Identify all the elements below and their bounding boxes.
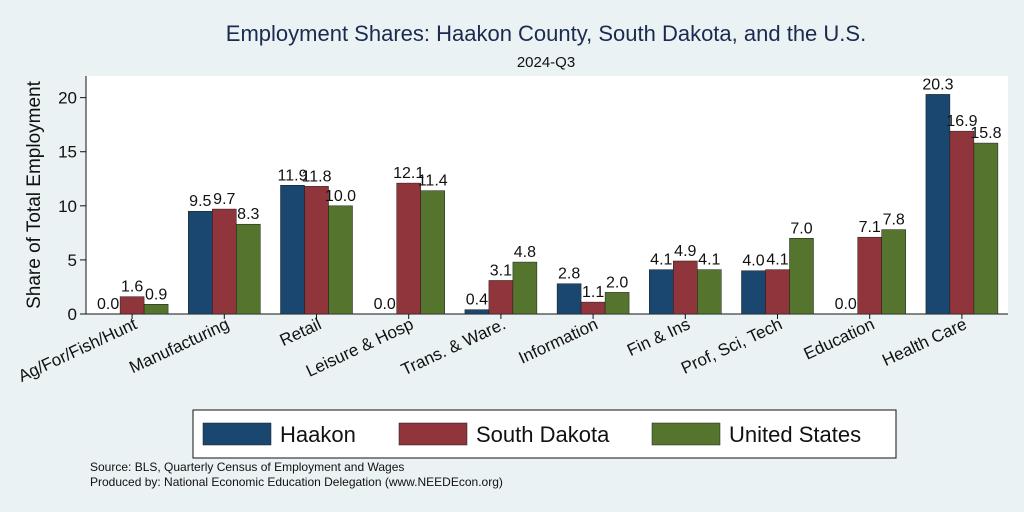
data-label: 11.9: [278, 167, 308, 184]
data-label: 0.0: [374, 296, 396, 313]
data-label: 7.0: [790, 220, 812, 237]
data-label: 4.1: [698, 252, 720, 269]
legend: Haakon South Dakota United States: [192, 409, 897, 459]
data-label: 11.8: [302, 168, 332, 185]
bar: [304, 186, 329, 315]
bar: [789, 238, 814, 315]
bar: [857, 236, 882, 315]
data-label: 7.1: [859, 219, 881, 236]
data-label: 2.8: [558, 266, 580, 283]
bar: [925, 94, 951, 315]
bar: [328, 205, 353, 315]
data-label: 1.6: [121, 279, 143, 296]
data-label: 4.1: [650, 252, 672, 269]
bar: [512, 261, 538, 315]
data-label: 4.0: [742, 253, 764, 270]
y-tick-label: 0: [68, 305, 77, 324]
x-tick-label: Manufacturing: [126, 314, 232, 377]
legend-label: South Dakota: [476, 422, 610, 447]
source-note: Source: BLS, Quarterly Census of Employm…: [90, 460, 405, 474]
bar: [420, 190, 445, 315]
x-tick-label: Information: [516, 314, 601, 367]
data-label: 3.1: [490, 262, 512, 279]
bar: [143, 304, 169, 315]
bar: [119, 296, 145, 315]
data-label: 2.0: [606, 274, 628, 291]
data-label: 4.8: [514, 244, 536, 261]
data-label: 0.0: [97, 296, 119, 313]
legend-label: Haakon: [280, 422, 356, 447]
bar: [604, 292, 630, 315]
bar: [236, 223, 261, 315]
x-tick-label: Ag/For/Fish/Hunt: [15, 314, 140, 386]
bar: [765, 269, 790, 315]
x-tick-label: Prof, Sci, Tech: [678, 314, 785, 377]
produced-by-note: Produced by: National Economic Education…: [90, 475, 503, 489]
bar: [741, 270, 766, 315]
bar: [188, 210, 213, 315]
data-label: 10.0: [325, 188, 356, 205]
bar: [464, 309, 490, 315]
legend-swatch: [398, 422, 468, 446]
x-tick-label: Trans. & Ware.: [398, 314, 508, 379]
bar: [949, 130, 975, 315]
data-label: 15.8: [970, 125, 1001, 142]
data-label: 7.8: [883, 212, 905, 229]
bar: [881, 229, 906, 315]
data-label: 8.3: [237, 206, 259, 223]
data-label: 0.9: [145, 286, 167, 303]
data-label: 16.9: [946, 113, 977, 130]
data-label: 0.4: [466, 292, 488, 309]
bar: [396, 182, 421, 315]
y-tick-label: 5: [68, 251, 77, 270]
x-tick-label: Fin & Ins: [624, 314, 693, 360]
legend-swatch: [202, 422, 272, 446]
x-tick-label: Education: [801, 314, 878, 363]
chart-subtitle: 2024-Q3: [517, 54, 575, 71]
y-tick-label: 15: [58, 143, 77, 162]
bar: [697, 269, 722, 315]
data-label: 11.4: [418, 173, 448, 190]
data-label: 9.5: [189, 193, 211, 210]
data-label: 20.3: [922, 76, 953, 93]
bar: [580, 301, 606, 315]
data-label: 1.1: [582, 284, 604, 301]
bar: [212, 208, 237, 315]
bar: [973, 142, 999, 315]
bar: [649, 269, 674, 315]
bar: [673, 260, 698, 315]
legend-swatch: [651, 422, 721, 446]
y-tick-label: 10: [58, 197, 77, 216]
data-label: 4.1: [766, 252, 788, 269]
bar: [556, 283, 582, 315]
x-tick-label: Retail: [277, 314, 324, 350]
y-tick-label: 20: [58, 89, 77, 108]
bar: [280, 185, 305, 315]
data-label: 9.7: [213, 191, 235, 208]
data-label: 0.0: [835, 296, 857, 313]
bar: [488, 280, 514, 315]
data-label: 12.1: [393, 165, 424, 182]
data-label: 4.9: [674, 243, 696, 260]
x-tick-label: Health Care: [879, 314, 969, 370]
chart-title: Employment Shares: Haakon County, South …: [226, 21, 866, 46]
legend-box: [192, 409, 897, 459]
y-axis-label: Share of Total Employment: [24, 80, 45, 308]
legend-label: United States: [729, 422, 861, 447]
